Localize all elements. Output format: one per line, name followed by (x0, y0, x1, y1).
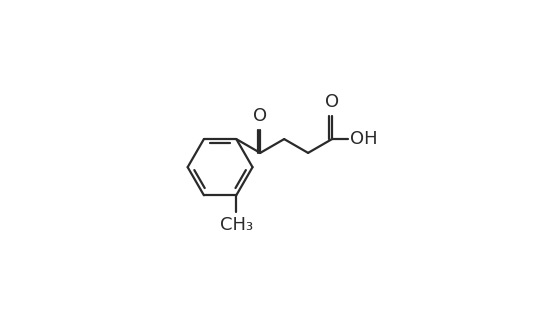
Text: O: O (325, 93, 339, 111)
Text: CH₃: CH₃ (220, 216, 253, 234)
Text: OH: OH (350, 130, 377, 148)
Text: O: O (253, 107, 267, 125)
